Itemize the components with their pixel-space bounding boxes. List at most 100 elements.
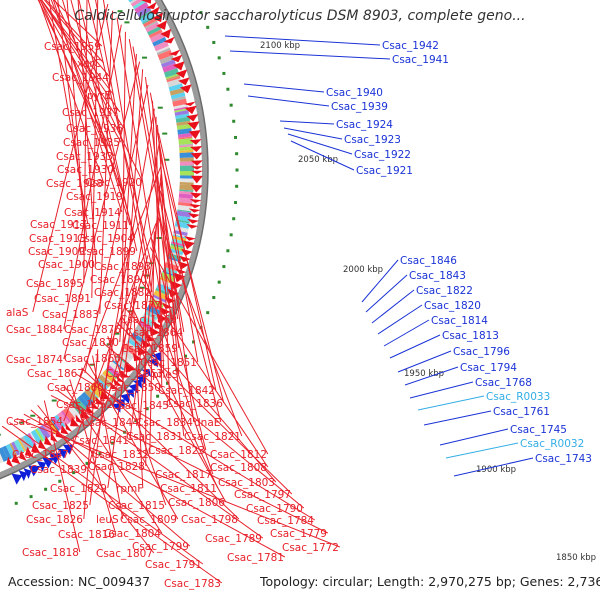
gene-label-left[interactable]: Csac_1899	[79, 246, 136, 258]
gene-label-left[interactable]: Csac_1928	[46, 178, 103, 190]
gene-label-left[interactable]: Csac_1870	[62, 337, 119, 349]
gene-label-left[interactable]: Csac_1936	[66, 123, 123, 135]
gene-label-left[interactable]: Csac_1852	[56, 399, 113, 411]
gene-label-left[interactable]: Csac_1930	[57, 164, 114, 176]
gene-label-left[interactable]: Csac_1789	[205, 533, 262, 545]
gene-label-right[interactable]: Csac_1846	[400, 255, 457, 267]
gene-label-right[interactable]: Csac_1922	[354, 149, 411, 161]
gene-label-left[interactable]: Csac_1919	[66, 191, 123, 203]
gene-label-left[interactable]: Csac_1809	[120, 514, 177, 526]
gene-label-left[interactable]: Csac_1933	[56, 151, 113, 163]
gene-label-left[interactable]: Csac_1803	[218, 477, 275, 489]
gene-label-left[interactable]: Csac_1844	[82, 417, 139, 429]
gene-label-left[interactable]: Csac_1808	[210, 462, 267, 474]
gene-label-right[interactable]: Csac_1768	[475, 377, 532, 389]
gene-label-right[interactable]: Csac_1743	[535, 453, 592, 465]
gene-label-left[interactable]: Csac_1804	[104, 528, 161, 540]
gene-label-left[interactable]: Csac_1883	[42, 309, 99, 321]
gene-label-left[interactable]: leuS	[96, 514, 119, 526]
gene-label-left[interactable]: alaS	[6, 307, 29, 319]
gene-label-left[interactable]: Csac_1847	[12, 449, 69, 461]
gene-label-left[interactable]: Csac_1841	[72, 435, 129, 447]
gene-label-left[interactable]: xerC	[77, 58, 101, 70]
gene-label-left[interactable]: Csac_1853	[106, 368, 163, 380]
gene-label-left[interactable]: Csac_1798	[181, 514, 238, 526]
gene-label-left[interactable]: Csac_1845	[112, 400, 169, 412]
gene-label-left[interactable]: pyrE	[87, 90, 111, 102]
gene-label-left[interactable]: Csac_1836	[166, 398, 223, 410]
gene-label-left[interactable]: Csac_1864	[126, 327, 183, 339]
gene-label-right[interactable]: Csac_1813	[442, 330, 499, 342]
gene-label-left[interactable]: Csac_1914	[64, 207, 121, 219]
gene-label-right[interactable]: Csac_1745	[510, 424, 567, 436]
gene-label-right[interactable]: Csac_1814	[431, 315, 488, 327]
gene-label-left[interactable]: Csac_1937	[62, 107, 119, 119]
gene-label-left[interactable]: Csac_1876	[64, 324, 121, 336]
gene-label-left[interactable]: Csac_1920	[85, 177, 142, 189]
gene-label-left[interactable]: Csac_1790	[246, 503, 303, 515]
gene-label-left[interactable]: Csac_1917	[30, 219, 87, 231]
gene-label-left[interactable]: rpmF	[116, 483, 143, 495]
gene-label-left[interactable]: Csac_1867	[27, 368, 84, 380]
gene-label-left[interactable]: Csac_1860	[47, 382, 104, 394]
gene-label-left[interactable]: Csac_1811	[160, 483, 217, 495]
gene-label-left[interactable]: Csac_1842	[158, 385, 215, 397]
gene-label-left[interactable]: Csac_1895	[26, 278, 83, 290]
gene-label-left[interactable]: Csac_1781	[227, 552, 284, 564]
gene-label-left[interactable]: Csac_1851	[140, 357, 197, 369]
gene-label-right[interactable]: Csac_1941	[392, 54, 449, 66]
gene-label-left[interactable]: Csac_1865	[64, 353, 121, 365]
gene-label-left[interactable]: pheS	[152, 369, 179, 381]
gene-label-left[interactable]: Csac_1784	[257, 515, 314, 527]
gene-label-left[interactable]: Csac_1818	[22, 547, 79, 559]
gene-label-left[interactable]: Csac_1834	[136, 417, 193, 429]
gene-label-left[interactable]: Csac_1882	[94, 287, 151, 299]
gene-label-right[interactable]: Csac_1939	[331, 101, 388, 113]
gene-label-left[interactable]: Csac_1859	[121, 343, 178, 355]
gene-label-left[interactable]: Csac_1911	[72, 220, 129, 232]
gene-label-left[interactable]: Csac_1823	[148, 445, 205, 457]
gene-label-left[interactable]: Csac_1850	[104, 382, 161, 394]
gene-label-left[interactable]: Csac_1877	[104, 300, 161, 312]
gene-label-right[interactable]: Csac_R0032	[520, 438, 584, 450]
gene-label-left[interactable]: Csac_1935	[63, 137, 120, 149]
gene-label-left[interactable]: Csac_1831	[126, 431, 183, 443]
gene-label-left[interactable]: Csac_1799	[132, 541, 189, 553]
gene-label-right[interactable]: Csac_1924	[336, 119, 393, 131]
gene-label-left[interactable]: Csac_1874	[6, 354, 63, 366]
gene-label-left[interactable]: Csac_1791	[145, 559, 202, 571]
gene-label-right[interactable]: Csac_1921	[356, 165, 413, 177]
gene-label-left[interactable]: Csac_1828	[88, 461, 145, 473]
gene-label-left[interactable]: Csac_1829	[50, 483, 107, 495]
gene-label-right[interactable]: Csac_1794	[460, 362, 517, 374]
gene-label-right[interactable]: Csac_1843	[409, 270, 466, 282]
gene-label-left[interactable]: Csac_1909	[28, 246, 85, 258]
gene-label-left[interactable]: Csac_1797	[234, 489, 291, 501]
gene-label-left[interactable]: Csac_1816	[58, 529, 115, 541]
gene-label-left[interactable]: Csac_1959	[44, 41, 101, 53]
gene-label-right[interactable]: Csac_1761	[493, 406, 550, 418]
gene-label-left[interactable]: Csac_1913	[29, 233, 86, 245]
gene-label-left[interactable]: Csac_1893	[94, 261, 151, 273]
gene-label-left[interactable]: Csac_1772	[282, 542, 339, 554]
gene-label-left[interactable]: Csac_1832	[92, 449, 149, 461]
gene-label-left[interactable]: Csac_1821	[184, 431, 241, 443]
gene-label-left[interactable]: Csac_1884	[6, 324, 63, 336]
gene-label-left[interactable]: Csac_1854	[6, 416, 63, 428]
gene-label-left[interactable]: Csac_1815	[108, 500, 165, 512]
gene-label-left[interactable]: Csac_1900	[38, 259, 95, 271]
gene-label-left[interactable]: dnaE	[194, 417, 220, 429]
gene-label-left[interactable]: Csac_1825	[32, 500, 89, 512]
gene-label-right[interactable]: Csac_1820	[424, 300, 481, 312]
gene-label-left[interactable]: Csac_1904	[77, 233, 134, 245]
gene-label-left[interactable]: Csac_1839	[30, 464, 87, 476]
gene-label-left[interactable]: Csac_1779	[270, 528, 327, 540]
gene-label-left[interactable]: Csac_1891	[34, 293, 91, 305]
gene-label-right[interactable]: Csac_1796	[453, 346, 510, 358]
gene-label-right[interactable]: Csac_1942	[382, 40, 439, 52]
gene-label-left[interactable]: Csac_1806	[168, 497, 225, 509]
gene-label-left[interactable]: Csac_1817	[155, 469, 212, 481]
gene-label-left[interactable]: Csac_1944	[52, 72, 109, 84]
gene-label-left[interactable]: Csac_1783	[164, 578, 221, 590]
gene-label-right[interactable]: Csac_1940	[326, 87, 383, 99]
